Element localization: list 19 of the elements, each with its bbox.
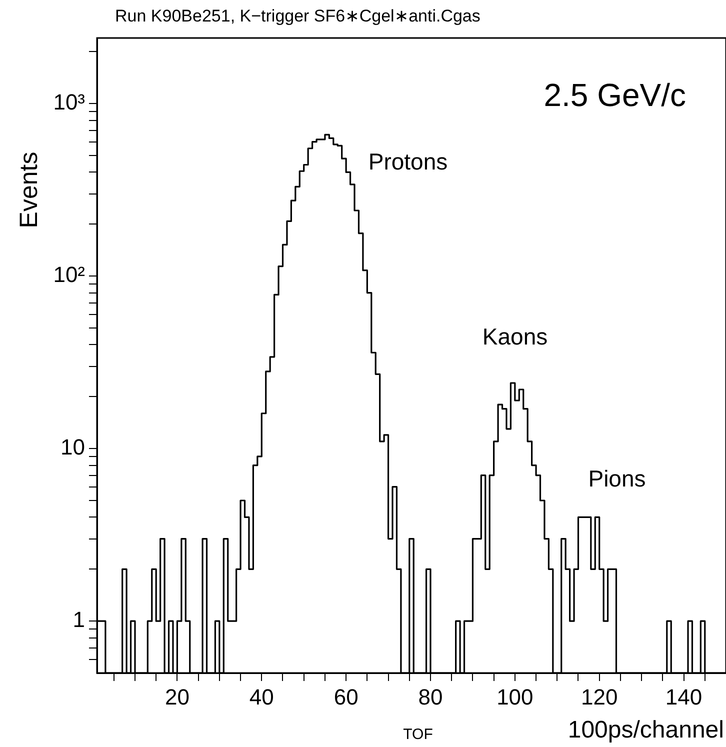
x-tick-label: 20 xyxy=(164,684,190,710)
y-tick-label: 10² xyxy=(53,262,85,288)
x-tick-label: 40 xyxy=(249,684,274,710)
x-tick-label: 140 xyxy=(665,684,702,710)
x-tick-label: 80 xyxy=(418,684,443,710)
chart-title: Run K90Be251, K−trigger SF6∗Cgel∗anti.Cgas xyxy=(115,6,480,26)
x-axis-title: 100ps/channel xyxy=(568,716,724,744)
y-tick-label: 1 xyxy=(72,607,85,632)
x-tick-label: 120 xyxy=(580,684,618,710)
annotation: Kaons xyxy=(482,323,548,350)
y-axis-title: Events xyxy=(14,152,43,228)
x-tick-label: 60 xyxy=(334,684,358,710)
annotation: 2.5 GeV/c xyxy=(544,76,686,113)
text: TOF xyxy=(403,726,433,744)
x-tick-label: 100 xyxy=(496,684,534,710)
annotation: Protons xyxy=(368,148,448,174)
annotation: Pions xyxy=(588,465,646,492)
y-tick-label: 10 xyxy=(60,434,85,460)
y-tick-label: 10³ xyxy=(53,90,85,115)
